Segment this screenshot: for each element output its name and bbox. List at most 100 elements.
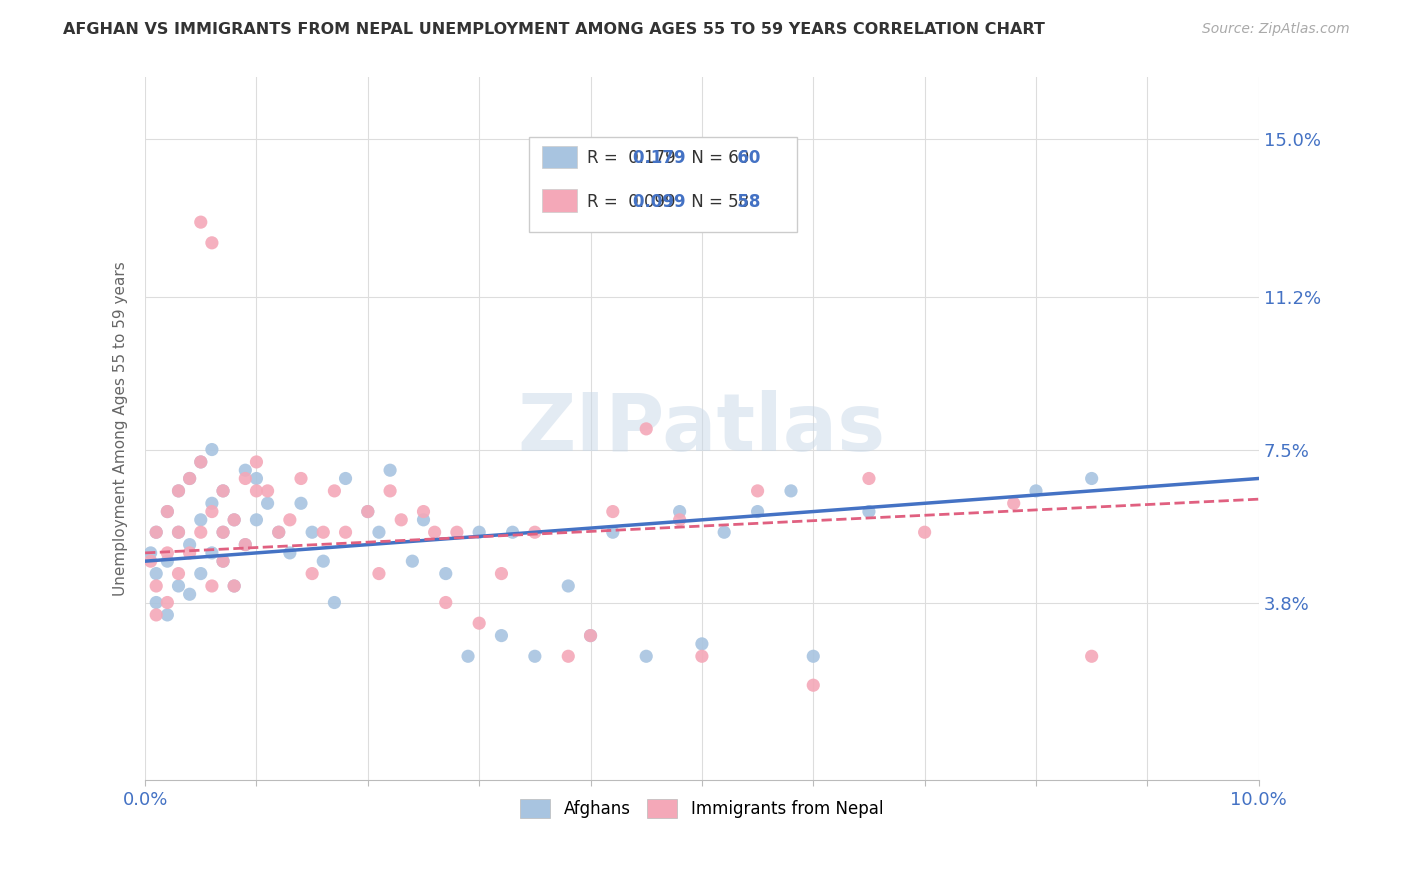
Point [523,525,546,540]
Point [224,579,246,593]
Point [1025,483,1047,498]
Point [278,513,301,527]
Point [801,678,824,692]
Point [201,235,224,250]
Point [523,649,546,664]
Point [368,566,391,581]
Point [502,525,524,540]
Point [401,554,423,568]
Point [139,554,162,568]
Point [290,471,312,485]
Point [267,525,290,540]
Point [145,566,167,581]
FancyBboxPatch shape [541,189,578,211]
Point [557,579,579,593]
Point [167,579,190,593]
Point [491,566,513,581]
Point [233,463,256,477]
Point [224,579,246,593]
Point [167,483,190,498]
Point [212,525,235,540]
Point [801,649,824,664]
Point [145,525,167,540]
Point [245,483,267,498]
Point [290,496,312,510]
Point [245,471,267,485]
FancyBboxPatch shape [529,137,797,232]
Point [233,538,256,552]
Point [602,525,624,540]
Point [914,525,936,540]
Point [256,496,278,510]
Point [212,525,235,540]
Legend: Afghans, Immigrants from Nepal: Afghans, Immigrants from Nepal [513,792,890,825]
Point [412,513,434,527]
Point [357,504,380,518]
Point [256,483,278,498]
Point [457,649,479,664]
Point [145,595,167,609]
Point [179,546,201,560]
Point [278,546,301,560]
Point [335,471,357,485]
Point [858,471,880,485]
Point [412,504,434,518]
Text: AFGHAN VS IMMIGRANTS FROM NEPAL UNEMPLOYMENT AMONG AGES 55 TO 59 YEARS CORRELATI: AFGHAN VS IMMIGRANTS FROM NEPAL UNEMPLOY… [63,22,1045,37]
Point [245,455,267,469]
Text: 0.099         58: 0.099 58 [588,193,761,211]
Point [167,483,190,498]
Y-axis label: Unemployment Among Ages 55 to 59 years: Unemployment Among Ages 55 to 59 years [114,261,128,596]
Point [780,483,803,498]
Point [579,629,602,643]
Point [312,554,335,568]
Point [224,513,246,527]
Point [636,422,658,436]
Point [747,504,769,518]
Point [212,483,235,498]
Point [201,546,224,560]
Point [201,496,224,510]
Point [179,587,201,601]
Point [156,595,179,609]
Point [190,455,212,469]
Point [690,649,713,664]
Point [858,504,880,518]
Point [557,649,579,664]
Point [747,483,769,498]
Text: Source: ZipAtlas.com: Source: ZipAtlas.com [1202,22,1350,37]
Point [167,525,190,540]
Point [190,455,212,469]
Point [156,554,179,568]
FancyBboxPatch shape [541,145,578,168]
Point [636,649,658,664]
Point [145,607,167,622]
Text: R =  0.179   N = 60: R = 0.179 N = 60 [588,149,749,168]
Point [245,513,267,527]
Point [212,483,235,498]
Point [224,513,246,527]
Point [145,525,167,540]
Point [167,525,190,540]
Text: 0.179         60: 0.179 60 [588,149,761,168]
Point [201,442,224,457]
Point [491,629,513,643]
Point [368,525,391,540]
Point [446,525,468,540]
Point [233,538,256,552]
Point [190,513,212,527]
Point [212,554,235,568]
Point [323,483,346,498]
Text: R =  0.099   N = 58: R = 0.099 N = 58 [588,193,749,211]
Point [668,513,690,527]
Point [1080,649,1102,664]
Point [434,595,457,609]
Point [201,579,224,593]
Point [389,513,412,527]
Point [167,566,190,581]
Point [179,471,201,485]
Point [139,546,162,560]
Point [156,546,179,560]
Point [190,566,212,581]
Point [179,538,201,552]
Point [267,525,290,540]
